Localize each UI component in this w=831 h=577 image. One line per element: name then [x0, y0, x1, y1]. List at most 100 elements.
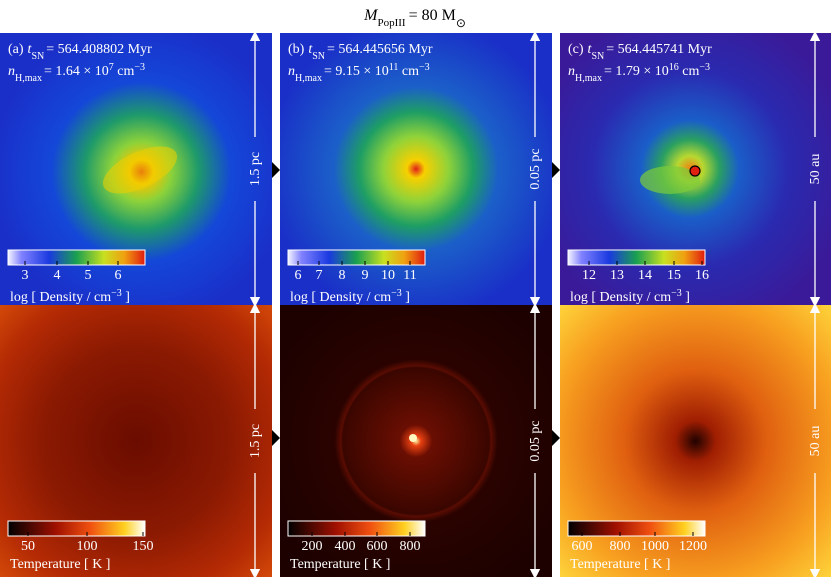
time-label: (c) tSN = 564.445741 Myr [568, 42, 712, 62]
colorbar-label: log [ Density / cm−3 ] [10, 288, 130, 306]
time-symbol: t [28, 42, 33, 57]
scale-label: 0.05 pc [528, 148, 543, 189]
colorbar-label-end: ] [122, 290, 130, 305]
colorbar-tick-label: 12 [582, 268, 596, 283]
density-max-label: nH,max = 1.79 × 1016 cm−3 [568, 62, 710, 84]
density-symbol: n [288, 64, 295, 79]
colorbar-label-text: log [ Density / cm [290, 290, 391, 305]
colorbar-label-exponent: −3 [671, 288, 682, 299]
density-blob [640, 166, 700, 194]
colorbar-tick-label: 6 [295, 268, 302, 283]
colorbar-tick-label: 8 [339, 268, 346, 283]
title-text: = 80 M [409, 7, 456, 24]
colorbar-tick-label: 800 [610, 539, 631, 554]
time-subscript: SN [312, 51, 325, 62]
colorbar [567, 520, 706, 537]
colorbar [567, 249, 706, 266]
density-symbol: n [8, 64, 15, 79]
colorbar-tick-label: 50 [21, 539, 35, 554]
colorbar-tick-label: 1000 [641, 539, 669, 554]
density-max-label: nH,max = 9.15 × 1011 cm−3 [288, 62, 430, 84]
colorbar-tick-label: 600 [367, 539, 388, 554]
panel-letter: (a) [8, 42, 24, 57]
density-blob [102, 146, 178, 194]
density-unit: cm [398, 64, 419, 79]
density-unit: cm [114, 64, 135, 79]
colorbar-tick-label: 200 [302, 539, 323, 554]
density-max-value: = 1.79 × 10 [604, 64, 669, 79]
density-unit-exponent: −3 [699, 62, 710, 73]
colorbar-label-text: log [ Density / cm [570, 290, 671, 305]
colorbar-label-text: Temperature [ K ] [10, 557, 110, 572]
density-subscript: H,max [15, 73, 42, 84]
scale-label: 50 au [808, 426, 823, 457]
density-subscript: H,max [295, 73, 322, 84]
colorbar-tick-label: 10 [381, 268, 395, 283]
colorbar-label: Temperature [ K ] [10, 557, 110, 572]
density-unit-exponent: −3 [134, 62, 145, 73]
colorbar-label-exponent: −3 [111, 288, 122, 299]
time-label: (b) tSN = 564.445656 Myr [288, 42, 433, 62]
colorbar-tick-label: 11 [403, 268, 416, 283]
scale-label: 1.5 pc [248, 424, 263, 458]
density-exponent: 7 [109, 62, 114, 73]
panel-letter: (c) [568, 42, 584, 57]
colorbar-tick-label: 14 [638, 268, 652, 283]
colorbar-label-exponent: −3 [391, 288, 402, 299]
colorbar-label-text: Temperature [ K ] [290, 557, 390, 572]
time-label: (a) tSN = 564.408802 Myr [8, 42, 152, 62]
colorbar-tick-label: 9 [362, 268, 369, 283]
colorbar-tick-label: 600 [572, 539, 593, 554]
colorbar-tick-label: 100 [77, 539, 98, 554]
time-symbol: t [308, 42, 313, 57]
density-max-label: nH,max = 1.64 × 107 cm−3 [8, 62, 145, 84]
density-exponent: 11 [389, 62, 399, 73]
colorbar [7, 249, 146, 266]
scale-label: 1.5 pc [248, 152, 263, 186]
time-value: = 564.408802 Myr [46, 42, 152, 57]
colorbar-tick-label: 1200 [679, 539, 707, 554]
colorbar-tick-label: 150 [133, 539, 154, 554]
sink-marker [689, 165, 701, 177]
colorbar-label: log [ Density / cm−3 ] [290, 288, 410, 306]
colorbar [287, 249, 426, 266]
hot-spot [409, 434, 417, 442]
colorbar-tick-label: 5 [85, 268, 92, 283]
title-subscript: ⊙ [456, 16, 466, 30]
colorbar-tick-label: 400 [335, 539, 356, 554]
title-subscript: PopIII [377, 17, 405, 29]
figure-title: MPopIII = 80 M⊙ [363, 7, 466, 30]
colorbar-label-text: log [ Density / cm [10, 290, 111, 305]
colorbar-tick-label: 16 [695, 268, 709, 283]
colorbar-tick-label: 15 [667, 268, 681, 283]
density-symbol: n [568, 64, 575, 79]
colorbar [287, 520, 426, 537]
scale-label: 0.05 pc [528, 420, 543, 461]
density-subscript: H,max [575, 73, 602, 84]
time-value: = 564.445741 Myr [606, 42, 712, 57]
colorbar [7, 520, 146, 537]
colorbar-label: log [ Density / cm−3 ] [570, 288, 690, 306]
density-exponent: 16 [669, 62, 679, 73]
colorbar-tick-label: 13 [610, 268, 624, 283]
density-unit: cm [679, 64, 700, 79]
density-max-value: = 1.64 × 10 [44, 64, 109, 79]
colorbar-tick-label: 4 [54, 268, 61, 283]
colorbar-tick-label: 6 [115, 268, 122, 283]
density-max-value: = 9.15 × 10 [324, 64, 389, 79]
colorbar-label: Temperature [ K ] [570, 557, 670, 572]
scale-label: 50 au [808, 154, 823, 185]
density-unit-exponent: −3 [419, 62, 430, 73]
colorbar-label-end: ] [682, 290, 690, 305]
colorbar-label: Temperature [ K ] [290, 557, 390, 572]
panel-images [0, 33, 831, 577]
time-subscript: SN [31, 51, 44, 62]
colorbar-label-text: Temperature [ K ] [570, 557, 670, 572]
colorbar-label-end: ] [402, 290, 410, 305]
time-symbol: t [588, 42, 593, 57]
time-value: = 564.445656 Myr [327, 42, 433, 57]
title-symbol: M [363, 7, 379, 24]
colorbar-tick-label: 7 [316, 268, 323, 283]
colorbar-tick-label: 800 [400, 539, 421, 554]
